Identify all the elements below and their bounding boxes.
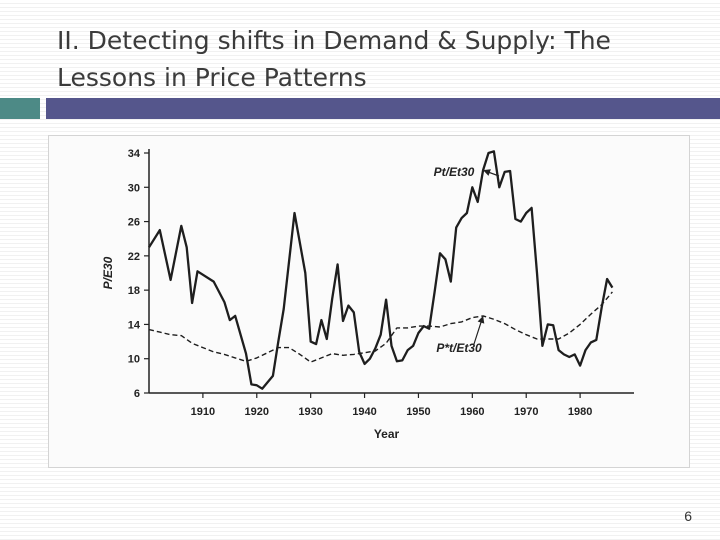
- x-axis-label: Year: [374, 427, 400, 441]
- series-line-dashed: [148, 291, 613, 363]
- slide-title-line-1: II. Detecting shifts in Demand & Supply:…: [57, 26, 611, 55]
- y-tick-label: 18: [128, 285, 140, 297]
- y-tick-label: 34: [128, 148, 141, 160]
- annotation-arrow-head: [483, 169, 491, 176]
- x-tick-label: 1980: [568, 406, 592, 418]
- y-tick-label: 30: [128, 182, 140, 194]
- pe-ratio-chart: 6 10 14 18 22 26 30 34 1910 1920 1930 1940 1950 1960 1…: [101, 148, 634, 441]
- y-tick-label: 22: [128, 251, 140, 263]
- y-tick-label: 6: [134, 388, 140, 400]
- y-tick-label: 14: [128, 319, 141, 331]
- title-accent-bar-left: [0, 98, 40, 119]
- annotation-arrow-head: [477, 315, 485, 324]
- x-tick-label: 1950: [406, 406, 430, 418]
- x-tick-label: 1940: [352, 406, 376, 418]
- x-tick-label: 1960: [460, 406, 484, 418]
- slide-number: 6: [684, 508, 692, 524]
- slide-title-line-2: Lessons in Price Patterns: [57, 63, 367, 92]
- annotation-label: Pt/Et30: [434, 165, 475, 179]
- y-tick-label: 10: [128, 354, 140, 366]
- x-tick-label: 1930: [298, 406, 322, 418]
- x-tick-label: 1970: [514, 406, 538, 418]
- y-tick-label: 26: [128, 217, 140, 229]
- title-accent-bar-right: [46, 98, 720, 119]
- annotation-label: P*t/Et30: [436, 341, 482, 355]
- x-tick-label: 1920: [245, 406, 269, 418]
- chart-figure: 6 10 14 18 22 26 30 34 1910 1920 1930 1940 1950 1960 1…: [48, 135, 690, 468]
- slide-title: II. Detecting shifts in Demand & Supply:…: [57, 22, 697, 96]
- y-axis-label: P/E30: [101, 256, 115, 289]
- x-tick-label: 1910: [191, 406, 215, 418]
